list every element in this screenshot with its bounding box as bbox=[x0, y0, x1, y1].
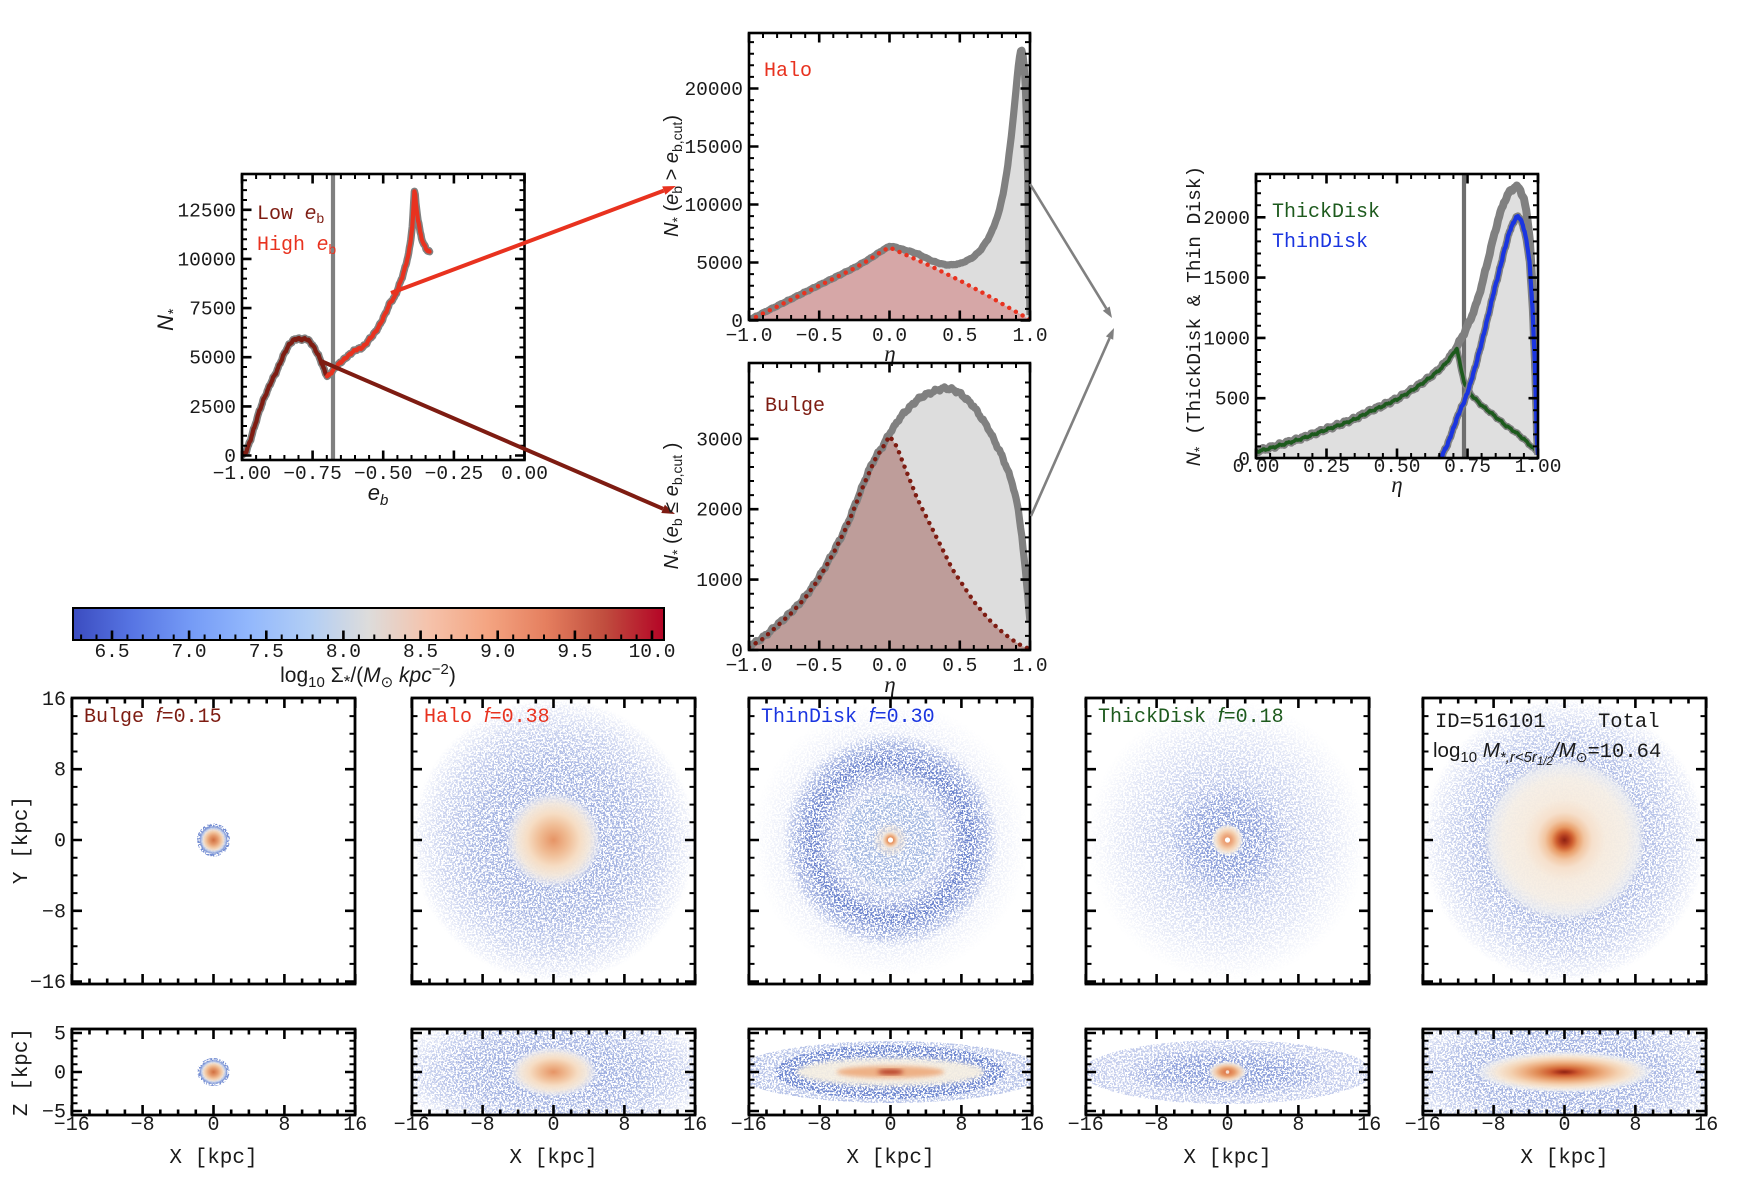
svg-text:16: 16 bbox=[42, 689, 66, 712]
svg-text:0: 0 bbox=[1221, 1114, 1233, 1137]
svg-text:10000: 10000 bbox=[177, 249, 236, 271]
svg-text:X [kpc]: X [kpc] bbox=[1520, 1147, 1608, 1170]
svg-text:ID=516101: ID=516101 bbox=[1435, 711, 1546, 734]
svg-text:−16: −16 bbox=[1405, 1114, 1441, 1137]
svg-text:5000: 5000 bbox=[189, 348, 236, 370]
svg-text:Halo f=0.38: Halo f=0.38 bbox=[424, 705, 550, 729]
svg-text:Y [kpc]: Y [kpc] bbox=[11, 796, 34, 884]
svg-text:−16: −16 bbox=[731, 1114, 767, 1137]
svg-text:−8: −8 bbox=[131, 1114, 155, 1137]
svg-text:Total: Total bbox=[1598, 711, 1660, 734]
svg-text:8: 8 bbox=[54, 760, 66, 783]
svg-text:0: 0 bbox=[884, 1114, 896, 1137]
svg-text:9.0: 9.0 bbox=[480, 641, 515, 663]
svg-text:8.0: 8.0 bbox=[326, 641, 361, 663]
svg-text:7.0: 7.0 bbox=[172, 641, 207, 663]
svg-text:−8: −8 bbox=[1482, 1114, 1506, 1137]
svg-text:8: 8 bbox=[1292, 1114, 1304, 1137]
svg-text:Halo: Halo bbox=[764, 60, 812, 83]
svg-text:0.75: 0.75 bbox=[1444, 456, 1491, 478]
svg-text:ThickDisk f=0.18: ThickDisk f=0.18 bbox=[1098, 705, 1284, 729]
svg-text:X [kpc]: X [kpc] bbox=[169, 1147, 257, 1170]
svg-text:8: 8 bbox=[618, 1114, 630, 1137]
svg-text:8: 8 bbox=[1629, 1114, 1641, 1137]
svg-text:η: η bbox=[884, 672, 895, 697]
svg-text:3000: 3000 bbox=[696, 429, 743, 451]
svg-text:8: 8 bbox=[278, 1114, 290, 1137]
svg-text:16: 16 bbox=[1357, 1114, 1381, 1137]
svg-text:1000: 1000 bbox=[696, 570, 743, 592]
svg-text:0.00: 0.00 bbox=[1233, 456, 1280, 478]
svg-text:0: 0 bbox=[54, 1063, 66, 1086]
svg-text:−1.0: −1.0 bbox=[726, 325, 773, 347]
svg-text:−0.5: −0.5 bbox=[796, 325, 843, 347]
svg-text:−16: −16 bbox=[1068, 1114, 1104, 1137]
svg-text:500: 500 bbox=[1215, 389, 1250, 411]
svg-text:0: 0 bbox=[54, 831, 66, 854]
svg-text:ThinDisk f=0.30: ThinDisk f=0.30 bbox=[761, 705, 935, 729]
svg-text:N* (ThickDisk & Thin Disk): N* (ThickDisk & Thin Disk) bbox=[1183, 166, 1207, 466]
svg-text:20000: 20000 bbox=[684, 79, 743, 101]
svg-text:5: 5 bbox=[54, 1024, 66, 1047]
svg-text:−16: −16 bbox=[30, 972, 66, 995]
svg-text:Z [kpc]: Z [kpc] bbox=[11, 1028, 34, 1116]
svg-text:6.5: 6.5 bbox=[94, 641, 129, 663]
svg-text:10.0: 10.0 bbox=[629, 641, 676, 663]
svg-text:η: η bbox=[1391, 472, 1402, 497]
svg-text:X [kpc]: X [kpc] bbox=[846, 1147, 934, 1170]
svg-text:−0.25: −0.25 bbox=[425, 463, 484, 485]
svg-text:ThinDisk: ThinDisk bbox=[1272, 231, 1368, 254]
svg-text:1.00: 1.00 bbox=[1515, 456, 1562, 478]
svg-text:2000: 2000 bbox=[696, 500, 743, 522]
svg-text:15000: 15000 bbox=[684, 137, 743, 159]
svg-text:−8: −8 bbox=[1145, 1114, 1169, 1137]
svg-text:0.5: 0.5 bbox=[942, 325, 977, 347]
svg-text:16: 16 bbox=[343, 1114, 367, 1137]
svg-text:Bulge: Bulge bbox=[765, 395, 825, 418]
svg-text:1.0: 1.0 bbox=[1012, 655, 1047, 677]
svg-text:7500: 7500 bbox=[189, 299, 236, 321]
svg-text:2000: 2000 bbox=[1203, 208, 1250, 230]
svg-text:−16: −16 bbox=[394, 1114, 430, 1137]
svg-text:1.0: 1.0 bbox=[1012, 325, 1047, 347]
svg-text:−0.50: −0.50 bbox=[354, 463, 413, 485]
svg-text:12500: 12500 bbox=[177, 200, 236, 222]
svg-text:−8: −8 bbox=[42, 901, 66, 924]
svg-text:X [kpc]: X [kpc] bbox=[1183, 1147, 1271, 1170]
svg-text:2500: 2500 bbox=[189, 397, 236, 419]
svg-text:8: 8 bbox=[955, 1114, 967, 1137]
svg-text:−8: −8 bbox=[808, 1114, 832, 1137]
svg-text:1000: 1000 bbox=[1203, 328, 1250, 350]
svg-text:16: 16 bbox=[683, 1114, 707, 1137]
svg-text:−1.00: −1.00 bbox=[213, 463, 272, 485]
svg-text:−5: −5 bbox=[42, 1102, 66, 1125]
svg-text:1500: 1500 bbox=[1203, 268, 1250, 290]
svg-text:log10 Σ*/(M⊙ kpc−2): log10 Σ*/(M⊙ kpc−2) bbox=[280, 661, 456, 691]
svg-text:0.00: 0.00 bbox=[501, 463, 548, 485]
svg-text:−0.5: −0.5 bbox=[796, 655, 843, 677]
svg-text:−1.0: −1.0 bbox=[726, 655, 773, 677]
svg-text:9.5: 9.5 bbox=[557, 641, 592, 663]
svg-text:10000: 10000 bbox=[684, 195, 743, 217]
svg-text:16: 16 bbox=[1694, 1114, 1718, 1137]
svg-text:−0.75: −0.75 bbox=[283, 463, 342, 485]
svg-text:Bulge f=0.15: Bulge f=0.15 bbox=[84, 705, 222, 729]
svg-text:0: 0 bbox=[207, 1114, 219, 1137]
svg-text:16: 16 bbox=[1020, 1114, 1044, 1137]
svg-text:0.5: 0.5 bbox=[942, 655, 977, 677]
svg-text:−8: −8 bbox=[471, 1114, 495, 1137]
svg-text:ThickDisk: ThickDisk bbox=[1272, 201, 1380, 224]
svg-text:0.25: 0.25 bbox=[1303, 456, 1350, 478]
svg-text:0: 0 bbox=[1558, 1114, 1570, 1137]
svg-text:7.5: 7.5 bbox=[249, 641, 284, 663]
svg-text:5000: 5000 bbox=[696, 253, 743, 275]
svg-text:X [kpc]: X [kpc] bbox=[509, 1147, 597, 1170]
svg-text:0: 0 bbox=[547, 1114, 559, 1137]
svg-text:8.5: 8.5 bbox=[403, 641, 438, 663]
